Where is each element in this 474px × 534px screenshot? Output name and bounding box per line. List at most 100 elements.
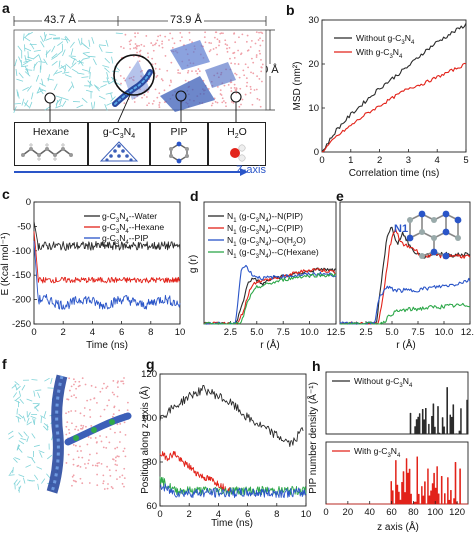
chart-d-rdf: 2.5 5.0 7.5 10.0 12.5 g (r) r (Å) N1 (g-C3N4)--… [188, 201, 345, 351]
water-molecule [234, 72, 237, 75]
water-molecule [230, 87, 233, 89]
water-molecule [100, 440, 103, 443]
water-molecule [177, 71, 180, 74]
water-molecule [244, 93, 247, 96]
hexane-molecule [64, 36, 69, 44]
water-molecule [151, 102, 154, 105]
hexane-molecule [36, 466, 43, 470]
water-molecule [158, 68, 161, 71]
hexane-molecule [22, 33, 25, 41]
hexane-molecule [83, 44, 90, 50]
water-molecule [105, 436, 108, 438]
water-molecule [94, 464, 97, 467]
water-molecule [168, 84, 171, 87]
x-tick-label: 0 [157, 509, 162, 520]
x-tick-label: 7.5 [411, 327, 424, 338]
panel-label-d: d [190, 188, 199, 204]
water-molecule [158, 101, 161, 104]
hexane-molecule [88, 55, 96, 58]
atom [406, 234, 414, 242]
plot-frame [339, 201, 471, 325]
y-tick-label: -250 [12, 319, 31, 330]
water-molecule [72, 463, 75, 466]
water-molecule [84, 467, 87, 469]
water-molecule [70, 410, 73, 412]
pip-molecule-icon [169, 141, 189, 164]
hexane-molecule [18, 474, 25, 478]
z-axis-arrow [14, 168, 248, 176]
water-molecule [102, 480, 105, 483]
water-molecule [66, 421, 69, 424]
hexane-molecule [33, 390, 36, 397]
water-molecule [75, 387, 77, 390]
water-molecule [238, 105, 241, 108]
water-molecule [203, 36, 206, 39]
hexane-molecule [38, 88, 44, 95]
hexane-molecule [104, 57, 111, 64]
hexane-molecule [71, 68, 79, 74]
water-molecule [99, 415, 102, 418]
water-molecule [139, 49, 142, 52]
water-molecule [245, 77, 248, 80]
water-molecule [129, 47, 132, 50]
water-molecule [81, 426, 84, 429]
water-molecule [81, 456, 84, 459]
hexane-molecule [18, 413, 24, 419]
water-molecule [195, 70, 197, 72]
x-axis-label: Correlation time (ns) [349, 168, 440, 179]
hexane-molecule [58, 60, 61, 68]
hexane-molecule [88, 39, 91, 47]
water-molecule [157, 35, 160, 38]
water-molecule [181, 36, 183, 39]
water-molecule [85, 425, 87, 428]
water-molecule [68, 432, 71, 434]
water-molecule [186, 71, 189, 74]
hexane-molecule [104, 67, 110, 73]
water-molecule [222, 32, 224, 35]
water-molecule [103, 382, 105, 385]
water-molecule [72, 378, 75, 381]
hexane-molecule [12, 467, 14, 474]
water-molecule [146, 104, 149, 107]
water-molecule [89, 398, 92, 401]
water-molecule [96, 462, 99, 465]
component-label-water: H2O [227, 126, 247, 141]
hexane-molecule [21, 98, 25, 106]
water-molecule [158, 106, 161, 109]
hexane-molecule [55, 99, 59, 107]
water-molecule [226, 44, 229, 47]
water-molecule [123, 102, 126, 105]
hexane-molecule [70, 62, 77, 68]
zoom-circle-gcn [113, 54, 155, 96]
z-axis-label: Z-axis [236, 164, 266, 176]
water-molecule [123, 421, 126, 424]
water-molecule [96, 401, 98, 404]
y-axis-label: E (Kcal mol⁻¹) [0, 232, 11, 295]
water-molecule [247, 66, 250, 69]
water-molecule [116, 478, 118, 481]
water-molecule [156, 39, 159, 42]
series-line-3 [339, 302, 471, 325]
water-molecule [151, 57, 154, 60]
x-tick-label: 2 [187, 509, 192, 520]
water-molecule [114, 456, 117, 459]
y-tick-label: 0 [26, 197, 31, 208]
water-molecule [67, 453, 70, 456]
hexane-molecule [61, 100, 67, 108]
water-molecule [74, 444, 77, 447]
hexane-molecule [82, 51, 90, 54]
water-molecule [254, 42, 257, 45]
water-molecule [71, 422, 73, 425]
water-molecule [96, 441, 98, 443]
water-molecule [121, 380, 124, 383]
water-molecule [216, 53, 218, 56]
water-molecule [83, 407, 86, 409]
hexane-molecule [33, 418, 36, 425]
panel-label-g: g [146, 356, 155, 372]
x-tick-label: 2 [377, 155, 382, 166]
water-molecule [221, 101, 224, 104]
plot-frame [159, 373, 307, 507]
water-molecule [244, 63, 247, 66]
water-molecule [100, 463, 103, 465]
water-molecule [123, 467, 126, 470]
